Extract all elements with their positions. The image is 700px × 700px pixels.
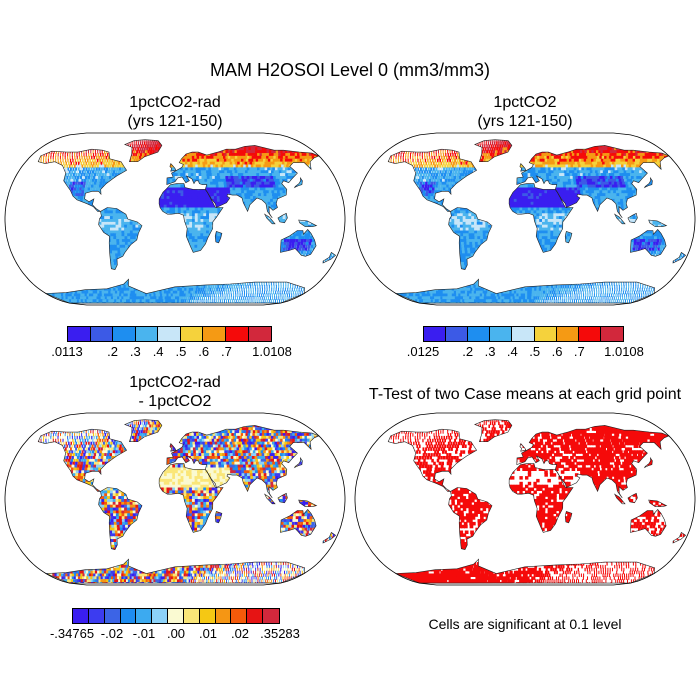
colorbar-swatch [158,327,181,341]
colorbar-swatch [183,609,200,623]
land-field [388,419,686,584]
coastlines [37,419,337,584]
colorbar-swatch [600,327,623,341]
colorbar-swatch [446,327,469,341]
coastlines [387,139,687,304]
colorbar-swatch [113,327,136,341]
colorbar-tick-label: .0113 [51,344,83,359]
colorbar-swatch [490,327,513,341]
land-field [38,139,336,304]
colorbar-tick-label: .6 [552,344,563,359]
map-panel-ttest [354,412,696,586]
colorbar-swatch [231,609,248,623]
colorbar-tick-label: .4 [153,344,164,359]
colorbar-swatch [203,327,226,341]
figure-title: MAM H2OSOI Level 0 (mm3/mm3) [0,60,700,81]
panel-title-1pctco2: 1pctCO2 (yrs 121-150) [350,93,700,131]
panel-title-line2: - 1pctCO2 [0,392,350,411]
colorbar-swatch [215,609,232,623]
colorbar-swatch [120,609,137,623]
colorbar-swatch [534,327,557,341]
panel-title-line1: 1pctCO2 [350,93,700,112]
colorbar-tick-label: .0125 [407,344,440,359]
colorbar-tick-label: .3 [130,344,141,359]
colorbar-swatch [556,327,579,341]
colorbar-tick-label: .01 [199,626,217,641]
land-field [38,419,336,584]
colorbar-difference: -.34765 -.02 -.01 .00 .01 .02 .35283 [50,608,300,644]
panel-title-line1: T-Test of two Case means at each grid po… [350,385,700,404]
colorbar-tick-label: .4 [507,344,518,359]
colorbar-swatch [73,609,89,623]
colorbar-swatch [180,327,204,341]
colorbar-tick-label: 1.0108 [252,344,292,359]
colorbar-tick-label: .3 [485,344,496,359]
land-field [388,139,686,304]
colorbar-boxes [67,326,272,342]
panel-title-difference: 1pctCO2-rad - 1pctCO2 [0,373,350,411]
significance-note: Cells are significant at 0.1 level [350,616,700,632]
panel-title-line1: 1pctCO2-rad [0,93,350,112]
colorbar-tick-label: -.01 [133,626,155,641]
colorbar-tick-label: .6 [198,344,209,359]
colorbar-swatch [135,327,159,341]
panel-title-line2: (yrs 121-150) [350,112,700,131]
colorbar-swatch [225,327,249,341]
colorbar-swatch [512,327,535,341]
colorbar-boxes [72,608,280,624]
colorbar-swatch [248,327,272,341]
colorbar-swatch [468,327,491,341]
map-panel-difference [4,412,346,586]
map-panel-1pctco2-rad [4,132,346,306]
colorbar-1pctco2-rad: .0113 .2 .3 .4 .5 .6 .7 1.0108 [51,326,292,362]
colorbar-tick-label: -.02 [101,626,123,641]
panel-title-line1: 1pctCO2-rad [0,373,350,392]
map-panel-1pctco2 [354,132,696,306]
panel-title-ttest: T-Test of two Case means at each grid po… [350,385,700,404]
colorbar-boxes [423,326,624,342]
panel-title-1pctco2-rad: 1pctCO2-rad (yrs 121-150) [0,93,350,131]
colorbar-tick-label: .2 [107,344,118,359]
colorbar-tick-label: .02 [231,626,249,641]
map-boundary [4,412,346,586]
colorbar-swatch [88,609,105,623]
colorbar-swatch [68,327,91,341]
colorbar-swatch [424,327,447,341]
colorbar-tick-label: .35283 [260,626,300,641]
map-boundary [4,132,346,306]
colorbar-swatch [168,609,184,623]
colorbar-swatch [104,609,121,623]
colorbar-tick-label: .00 [167,626,185,641]
colorbar-tick-label: .2 [462,344,473,359]
panel-title-line2: (yrs 121-150) [0,112,350,131]
colorbar-1pctco2: .0125 .2 .3 .4 .5 .6 .7 1.0108 [407,326,644,362]
colorbar-tick-label: -.34765 [50,626,94,641]
colorbar-swatch [90,327,114,341]
map-boundary [354,132,696,306]
colorbar-tick-label: .5 [175,344,186,359]
coastlines [387,419,687,584]
coastlines [37,139,337,304]
colorbar-swatch [263,609,279,623]
colorbar-swatch [152,609,169,623]
colorbar-tick-label: .7 [221,344,232,359]
colorbar-swatch [136,609,153,623]
colorbar-tick-label: .7 [574,344,585,359]
colorbar-swatch [199,609,216,623]
colorbar-swatch [578,327,601,341]
colorbar-tick-label: .5 [529,344,540,359]
colorbar-tick-label: 1.0108 [604,344,644,359]
colorbar-swatch [247,609,264,623]
map-boundary [354,412,696,586]
